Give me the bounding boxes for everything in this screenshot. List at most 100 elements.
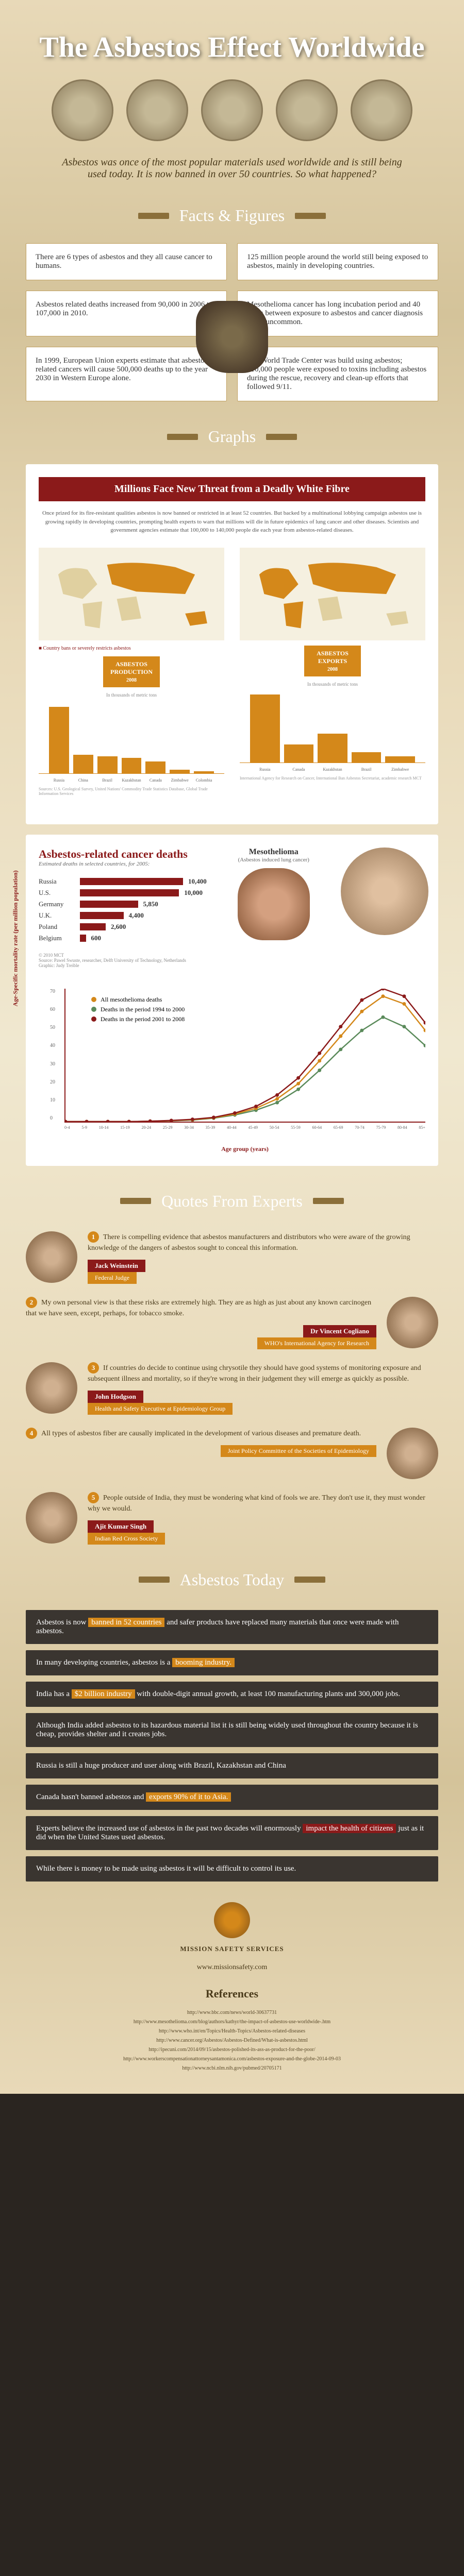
line-chart-svg [65,989,425,1122]
bar-label: Russia [259,767,270,772]
today-statement: Canada hasn't banned asbestos and export… [26,1785,438,1810]
fact-box: In 1999, European Union experts estimate… [26,347,227,401]
reference-link: http://www.bbc.com/news/world-30637731 [26,2008,438,2018]
highlighted-phrase: exports 90% of it to Asia. [146,1792,231,1802]
expert-avatar [26,1231,77,1283]
graphs-panel: Millions Face New Threat from a Deadly W… [26,464,438,824]
data-point [318,1059,321,1062]
quote-number-badge: 2 [26,1297,37,1308]
mortality-line-chart: 010203040506070 All mesothelioma deathsD… [64,989,425,1123]
data-point [296,1076,300,1079]
quote-number-badge: 4 [26,1428,37,1439]
quote-row: 4 All types of asbestos fiber are causall… [26,1428,438,1479]
bar: Zimbabwe [385,756,415,762]
prod-unit: In thousands of metric tons [39,692,224,698]
asbestos-rock-image [196,301,268,373]
country-row: Germany5,850 [39,900,207,908]
quote-attribution: Joint Policy Committee of the Societies … [26,1445,376,1457]
deaths-header: Asbestos-related cancer deaths Estimated… [39,848,425,968]
face-circle [341,848,428,935]
bar: China [73,755,93,773]
data-point [65,1120,67,1121]
quote-text: People outside of India, they must be wo… [88,1494,425,1513]
country-name: U.K. [39,911,80,920]
exports-chart-label: ASBESTOS EXPORTS 2008 [304,646,361,676]
data-point [233,1111,237,1114]
data-point [339,1034,342,1038]
brand-name: MISSION SAFETY SERVICES [26,1945,438,1953]
country-bar [80,912,124,919]
x-tick: 15-19 [120,1125,130,1130]
country-row: Belgium600 [39,934,207,942]
data-point [275,1093,279,1096]
country-name: U.S. [39,889,80,897]
data-point [170,1118,173,1122]
statement-text: Experts believe the increased use of asb… [36,1824,303,1833]
deaths-title: Asbestos-related cancer deaths [39,848,207,861]
data-point [381,994,385,998]
bar-label: Brazil [102,778,112,783]
world-map-bans [39,548,224,640]
x-tick: 35-39 [206,1125,216,1130]
y-axis-label: Age-Specific mortality rate (per million… [12,870,20,1006]
y-tick: 10 [50,1097,55,1103]
bar: Kazakhstan [122,758,142,773]
country-value: 10,400 [188,877,207,886]
data-point [318,1051,321,1055]
quote-number-badge: 3 [88,1362,99,1374]
expert-avatar [26,1362,77,1414]
data-point [275,1100,279,1104]
x-axis-label: Age group (years) [64,1145,425,1153]
chart-year: 2008 [107,677,156,683]
lungs-image [238,868,310,940]
page-root: The Asbestos Effect Worldwide Asbestos w… [0,0,464,2094]
export-unit: In thousands of metric tons [240,682,425,687]
x-tick: 0-4 [64,1125,70,1130]
hero-circle-1 [52,79,113,141]
bar: Brazil [352,752,382,762]
exports-bar-chart: RussiaCanadaKazakhstanBrazilZimbabwe [240,691,425,763]
bar-label: Colombia [196,778,212,783]
country-name: Poland [39,923,80,931]
quote-text: All types of asbestos fiber are causally… [41,1430,361,1437]
statement-text: Although India added asbestos to its haz… [36,1721,418,1738]
x-tick: 65-69 [334,1125,343,1130]
quote-attribution: Jack WeinsteinFederal Judge [88,1260,438,1284]
data-point [127,1120,131,1121]
statement-text: Asbestos is now [36,1618,88,1626]
reference-link: http://www.who.int/en/Topics/Health-Topi… [26,2027,438,2036]
data-point [212,1115,216,1119]
facts-section-title: Facts & Figures [138,201,326,230]
x-tick: 20-24 [142,1125,152,1130]
logo-badge-icon [214,1902,250,1938]
today-statement: Experts believe the increased use of asb… [26,1816,438,1850]
expert-role: WHO's International Agency for Research [257,1337,376,1349]
bar: Russia [250,694,280,762]
hero-circle-4 [276,79,338,141]
bar: Colombia [194,771,214,773]
country-name: Russia [39,877,80,886]
quote-body: 1There is compelling evidence that asbes… [88,1231,438,1284]
fact-box: 125 million people around the world stil… [237,243,438,280]
today-statement: Russia is still a huge producer and user… [26,1753,438,1778]
country-value: 600 [91,934,102,942]
bar: Zimbabwe [170,770,190,773]
bar: Canada [145,761,165,773]
chart-label-text: ASBESTOS EXPORTS [308,650,357,665]
x-tick: 60-64 [312,1125,322,1130]
quote-attribution: Ajit Kumar SinghIndian Red Cross Society [88,1520,438,1545]
quote-row: 5People outside of India, they must be w… [26,1492,438,1545]
reference-link: http://www.workerscompensationattorneysa… [26,2055,438,2064]
x-tick: 70-74 [355,1125,364,1130]
hero-intro: Asbestos was once of the most popular ma… [52,157,412,180]
y-tick: 40 [50,1043,55,1048]
hero-image-circles [26,79,438,141]
deaths-title-block: Asbestos-related cancer deaths Estimated… [39,848,207,968]
country-row: Russia 10,400 [39,877,207,886]
deaths-panel: Asbestos-related cancer deaths Estimated… [26,835,438,1166]
bar-label: Canada [150,778,162,783]
today-section-title: Asbestos Today [139,1565,326,1595]
map-legend-bans: ■ Country bans or severely restricts asb… [39,646,224,651]
expert-name: Dr Vincent Cogliano [303,1325,376,1337]
graphs-section-header: Graphs [26,422,438,451]
